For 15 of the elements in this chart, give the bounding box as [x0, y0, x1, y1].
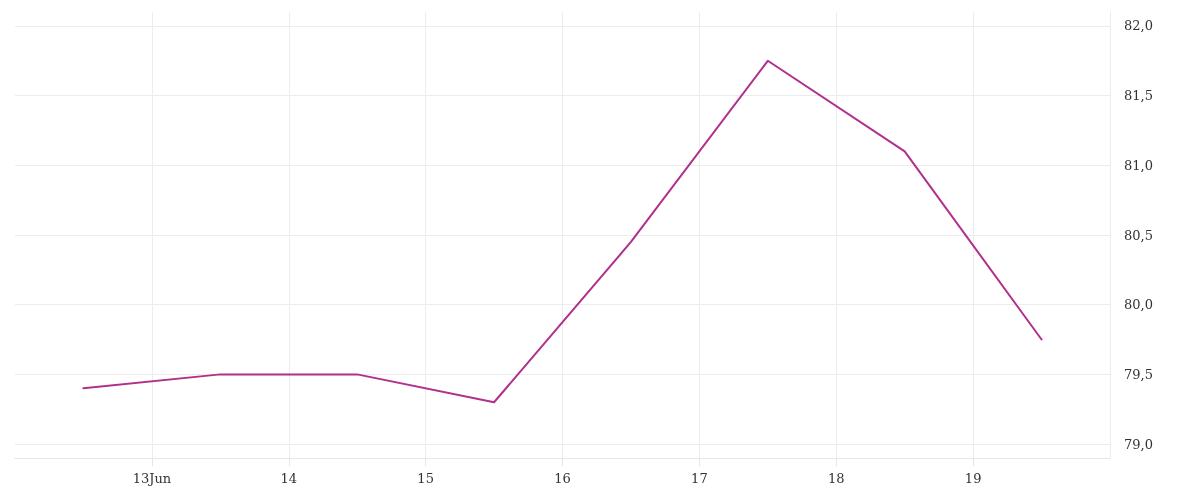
- x-tick-label: 19: [964, 471, 982, 486]
- y-tick-label: 80,5: [1124, 227, 1153, 243]
- y-tick-label: 80,0: [1124, 297, 1153, 313]
- x-tick-label: 17: [691, 471, 708, 486]
- y-tick-label: 79,5: [1124, 366, 1153, 382]
- line-series: [82, 59, 1043, 404]
- x-tick-label: 14: [280, 471, 298, 486]
- x-tick-label: 15: [417, 471, 434, 486]
- y-tick-label: 79,0: [1124, 436, 1153, 452]
- y-tick-label: 82,0: [1124, 18, 1153, 34]
- y-tick-label: 81,5: [1124, 88, 1153, 104]
- x-tick-label: 13Jun: [132, 471, 172, 486]
- x-tick-label: 18: [827, 471, 845, 486]
- x-tick-label: 16: [554, 471, 571, 486]
- y-tick-label: 81,0: [1124, 157, 1153, 173]
